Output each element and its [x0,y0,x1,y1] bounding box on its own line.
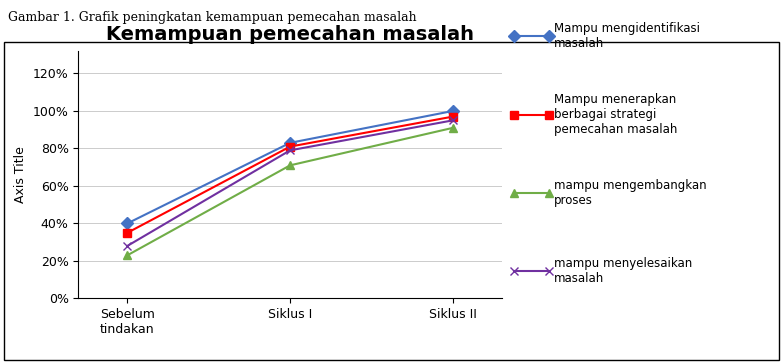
Text: Mampu mengidentifikasi
masalah: Mampu mengidentifikasi masalah [554,23,700,50]
Y-axis label: Axis Title: Axis Title [14,146,27,203]
Title: Kemampuan pemecahan masalah: Kemampuan pemecahan masalah [106,25,474,44]
Text: mampu menyelesaikan
masalah: mampu menyelesaikan masalah [554,257,692,285]
Text: Gambar 1. Grafik peningkatan kemampuan pemecahan masalah: Gambar 1. Grafik peningkatan kemampuan p… [8,11,416,24]
Text: mampu mengembangkan
proses: mampu mengembangkan proses [554,179,707,207]
Text: Mampu menerapkan
berbagai strategi
pemecahan masalah: Mampu menerapkan berbagai strategi pemec… [554,93,677,136]
